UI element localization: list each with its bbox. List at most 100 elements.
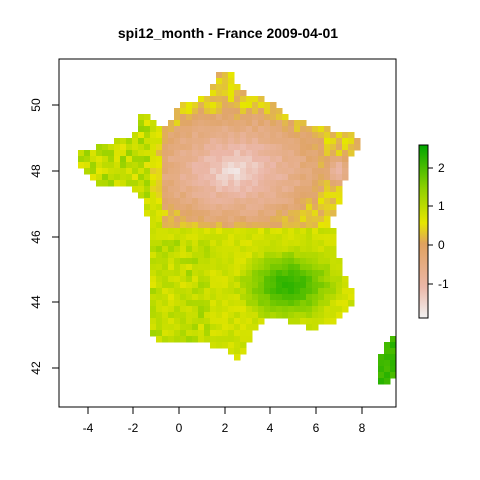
raster-cell (192, 276, 199, 283)
raster-cell (336, 300, 343, 307)
raster-cell (276, 288, 283, 295)
raster-cell (168, 306, 175, 313)
raster-cell (222, 120, 229, 127)
raster-cell (192, 174, 199, 181)
raster-cell (216, 306, 223, 313)
raster-cell (186, 216, 193, 223)
raster-cell (318, 186, 325, 193)
raster-cell (270, 276, 277, 283)
raster-cell (282, 270, 289, 277)
raster-cell (222, 270, 229, 277)
raster-cell (240, 258, 247, 265)
raster-cell (318, 216, 325, 223)
raster-cell (336, 156, 343, 163)
raster-cell (252, 126, 259, 133)
raster-cell (228, 120, 235, 127)
raster-cell (252, 324, 259, 331)
raster-cell (114, 144, 121, 151)
raster-cell (234, 108, 241, 115)
raster-cell (234, 318, 241, 325)
raster-cell (264, 168, 271, 175)
raster-cell (162, 258, 169, 265)
raster-cell (174, 138, 181, 145)
raster-cell (246, 132, 253, 139)
raster-cell (186, 114, 193, 121)
raster-cell (144, 204, 151, 211)
raster-cell (204, 168, 211, 175)
raster-cell (264, 180, 271, 187)
raster-cell (384, 342, 391, 349)
raster-cell (336, 180, 343, 187)
raster-cell (168, 330, 175, 337)
raster-cell (384, 360, 391, 367)
raster-cell (150, 216, 157, 223)
raster-cell (234, 228, 241, 235)
raster-cell (240, 114, 247, 121)
raster-cell (258, 264, 265, 271)
raster-cell (264, 270, 271, 277)
raster-cell (126, 180, 133, 187)
raster-cell (234, 348, 241, 355)
raster-cell (228, 192, 235, 199)
raster-cell (336, 276, 343, 283)
raster-cell (330, 306, 337, 313)
raster-cell (294, 180, 301, 187)
raster-cell (102, 150, 109, 157)
raster-cell (210, 150, 217, 157)
raster-cell (126, 144, 133, 151)
raster-cell (96, 180, 103, 187)
raster-cell (264, 186, 271, 193)
raster-cell (216, 270, 223, 277)
raster-cell (150, 240, 157, 247)
raster-cell (162, 336, 169, 343)
raster-cell (156, 138, 163, 145)
raster-cell (114, 138, 121, 145)
raster-cell (168, 174, 175, 181)
legend-tick-label: 0 (438, 238, 445, 252)
raster-cell (294, 282, 301, 289)
raster-cell (246, 306, 253, 313)
raster-cell (216, 282, 223, 289)
raster-cell (180, 228, 187, 235)
raster-cell (300, 204, 307, 211)
raster-cell (150, 264, 157, 271)
raster-cell (204, 240, 211, 247)
raster-cell (258, 246, 265, 253)
raster-cell (222, 264, 229, 271)
raster-cell (270, 216, 277, 223)
raster-cell (210, 306, 217, 313)
raster-cell (300, 306, 307, 313)
raster-cell (216, 330, 223, 337)
raster-cell (312, 156, 319, 163)
raster-cell (234, 342, 241, 349)
raster-cell (90, 162, 97, 169)
raster-cell (312, 180, 319, 187)
raster-cell (294, 186, 301, 193)
raster-cell (84, 168, 91, 175)
raster-cell (330, 234, 337, 241)
raster-cell (276, 228, 283, 235)
raster-cell (186, 102, 193, 109)
raster-cell (258, 132, 265, 139)
raster-cell (192, 312, 199, 319)
raster-cell (246, 264, 253, 271)
raster-cell (318, 300, 325, 307)
raster-cell (180, 240, 187, 247)
raster-cell (150, 162, 157, 169)
raster-cell (204, 114, 211, 121)
map-raster (78, 72, 397, 385)
raster-cell (162, 306, 169, 313)
raster-cell (150, 174, 157, 181)
raster-cell (222, 96, 229, 103)
raster-cell (336, 198, 343, 205)
raster-cell (264, 174, 271, 181)
raster-cell (150, 234, 157, 241)
raster-cell (306, 294, 313, 301)
raster-cell (192, 168, 199, 175)
raster-cell (156, 258, 163, 265)
raster-cell (252, 180, 259, 187)
raster-cell (264, 114, 271, 121)
raster-cell (96, 174, 103, 181)
raster-cell (114, 168, 121, 175)
raster-cell (294, 168, 301, 175)
